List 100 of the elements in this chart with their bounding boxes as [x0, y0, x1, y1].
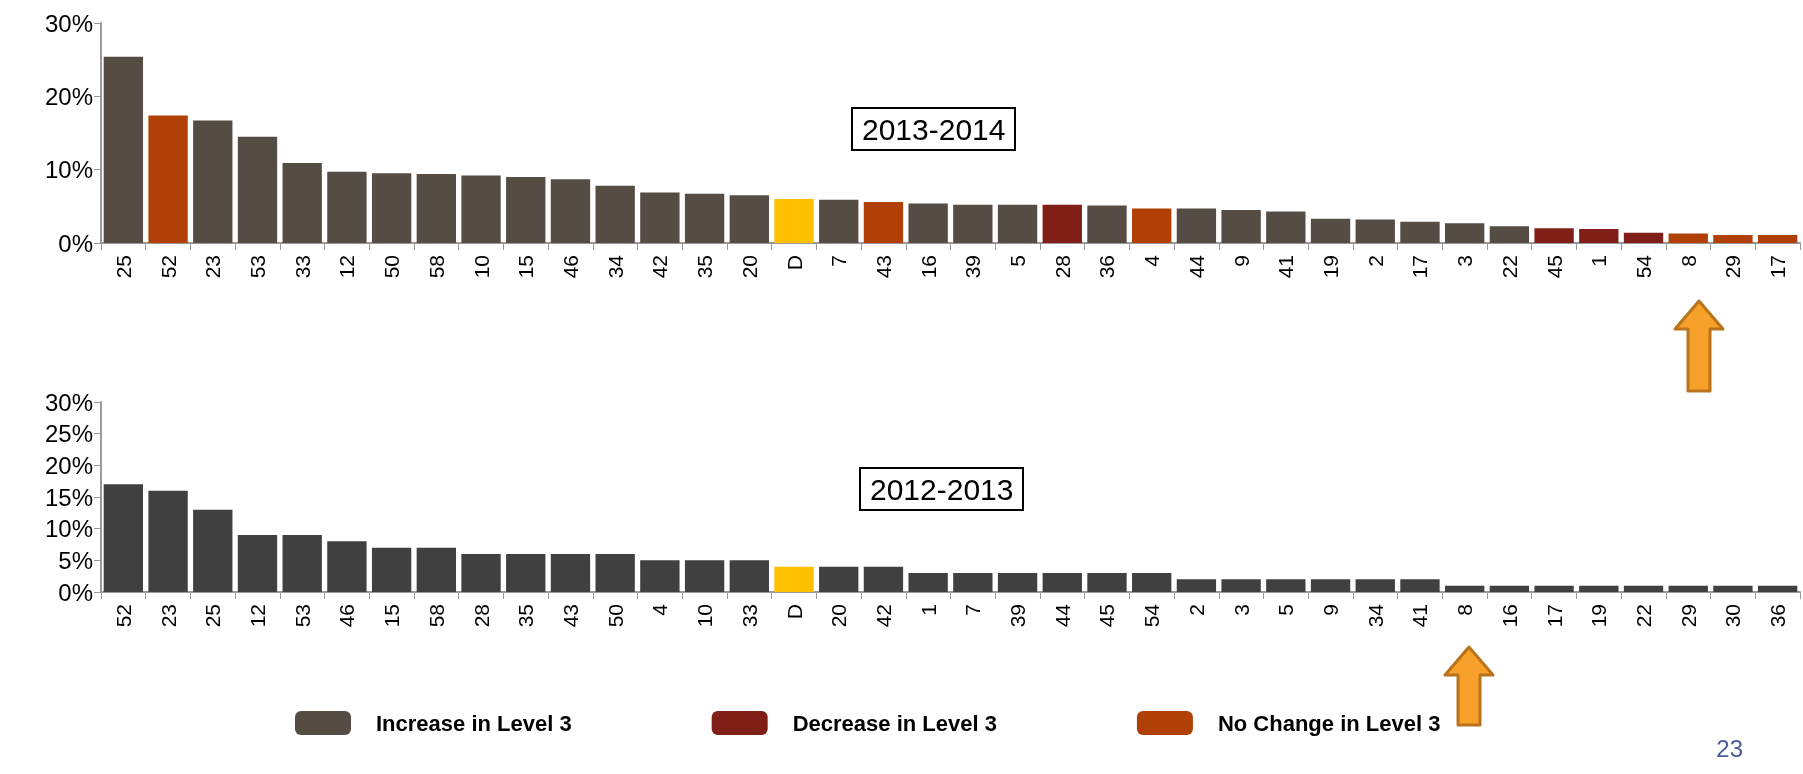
y-tick-label: 20%: [44, 82, 93, 110]
y-tick-label: 0%: [58, 578, 93, 606]
bar: [684, 560, 725, 592]
x-tick-label: 9: [1229, 255, 1253, 267]
x-tick-label: 1: [1587, 255, 1611, 267]
x-tick-label: 42: [871, 604, 895, 628]
x-tick-label: 1: [916, 604, 940, 616]
x-tick-label: D: [782, 255, 806, 271]
x-tick-label: 7: [961, 604, 985, 616]
x-tick-label: 28: [1050, 255, 1074, 279]
x-tick-label: 43: [871, 255, 895, 279]
bar: [550, 179, 591, 243]
bar: [640, 192, 680, 243]
x-tick-label: 35: [693, 255, 717, 279]
x-tick-label: 39: [1006, 604, 1030, 628]
y-tick-label: 10%: [44, 515, 93, 543]
bar: [506, 554, 546, 592]
bar: [997, 204, 1038, 243]
y-tick-label: 25%: [44, 420, 93, 448]
x-tick-label: 16: [916, 255, 940, 279]
bar: [193, 120, 233, 243]
bar: [1355, 219, 1395, 243]
x-tick-label: 30: [1721, 604, 1745, 628]
x-tick-label: 8: [1453, 604, 1477, 616]
bar: [237, 535, 278, 592]
bar: [461, 175, 501, 243]
y-tick-label: 15%: [44, 483, 93, 511]
x-tick-label: 28: [469, 604, 493, 628]
x-tick-label: 22: [1497, 255, 1521, 279]
legend-label: Increase in Level 3: [376, 710, 572, 736]
bar: [148, 115, 188, 243]
x-tick-label: 25: [111, 255, 135, 279]
x-tick-label: 45: [1095, 604, 1119, 628]
x-tick-label: 4: [648, 603, 672, 616]
x-tick-label: 4: [1140, 254, 1164, 267]
bar: [1579, 585, 1619, 592]
bar: [729, 195, 769, 243]
x-tick-label: 53: [245, 255, 269, 279]
x-tick-label: 2: [1184, 604, 1208, 616]
bar: [1445, 223, 1485, 243]
x-tick-label: 44: [1050, 603, 1074, 628]
x-tick-label: 17: [1766, 255, 1790, 279]
bar: [1042, 204, 1082, 243]
bar: [684, 193, 725, 243]
bar: [1266, 579, 1306, 592]
bar: [1445, 585, 1485, 592]
bar: [1623, 585, 1664, 592]
x-tick-label: 5: [1274, 604, 1298, 616]
y-tick-label: 30%: [44, 388, 93, 416]
x-tick-label: 25: [201, 604, 225, 628]
bar: [1534, 585, 1574, 592]
x-tick-label: 50: [380, 255, 404, 279]
bar: [371, 547, 412, 592]
bar: [461, 554, 501, 592]
bar: [729, 560, 769, 592]
bar: [1713, 234, 1753, 243]
bar: [1400, 221, 1440, 243]
y-tick-label: 20%: [44, 451, 93, 479]
x-tick-label: 46: [335, 604, 359, 628]
bar: [1668, 233, 1708, 243]
bar: [1668, 585, 1708, 592]
x-tick-label: 35: [514, 604, 538, 628]
x-tick-label: 53: [290, 604, 314, 628]
x-tick-label: 33: [737, 604, 761, 628]
legend-label: Decrease in Level 3: [792, 710, 997, 736]
bar: [1400, 579, 1440, 592]
y-tick-label: 0%: [58, 229, 93, 257]
x-tick-label: 42: [648, 255, 672, 279]
x-tick-label: 58: [424, 604, 448, 628]
bar: [908, 203, 948, 243]
x-tick-label: 29: [1676, 604, 1700, 628]
bar: [774, 566, 814, 592]
x-tick-label: 36: [1766, 604, 1790, 628]
x-tick-label: 20: [827, 604, 851, 628]
bar: [997, 573, 1038, 592]
x-tick-label: 3: [1453, 255, 1477, 267]
x-tick-label: 9: [1319, 604, 1343, 616]
bar: [327, 541, 367, 592]
bar: [908, 573, 948, 592]
bar: [1757, 585, 1798, 592]
y-tick-label: 30%: [44, 9, 93, 37]
x-tick-label: 54: [1140, 603, 1164, 628]
bar: [1623, 232, 1664, 243]
x-tick-label: 29: [1721, 255, 1745, 279]
x-tick-label: 52: [156, 255, 180, 279]
bar: [282, 535, 322, 592]
x-tick-label: 39: [961, 255, 985, 279]
bar: [1489, 585, 1530, 592]
x-tick-label: 41: [1274, 255, 1298, 279]
bar: [1266, 211, 1306, 243]
bar: [550, 554, 591, 592]
bar: [595, 554, 635, 592]
bar: [103, 56, 144, 243]
x-tick-label: 16: [1497, 604, 1521, 628]
x-tick-label: 41: [1408, 604, 1432, 628]
bar: [1132, 208, 1172, 243]
x-tick-label: 22: [1632, 604, 1656, 628]
bar: [371, 173, 412, 243]
bar: [1132, 573, 1172, 592]
bar: [1534, 228, 1574, 243]
